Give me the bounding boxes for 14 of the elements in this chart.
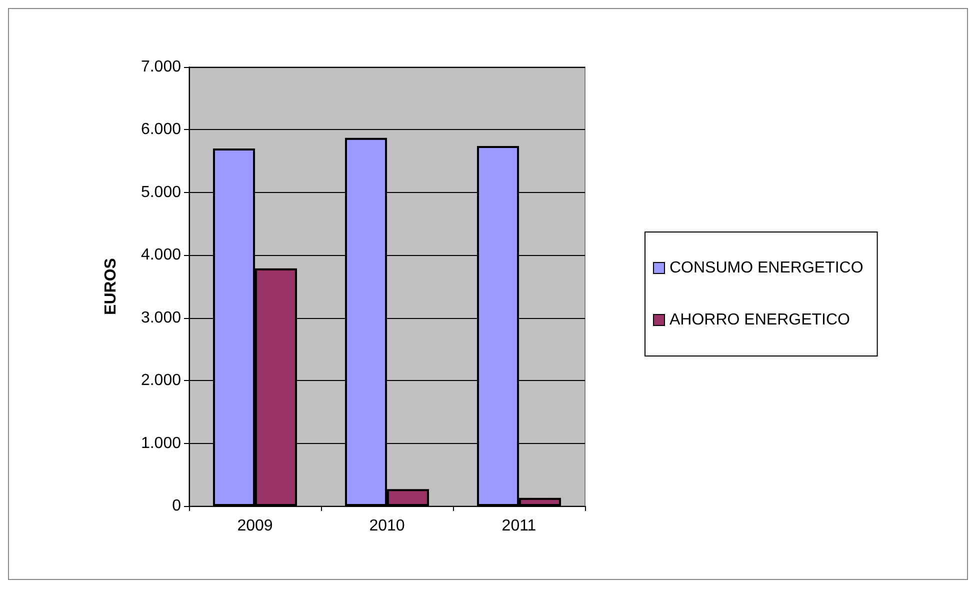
legend-label: CONSUMO ENERGETICO: [670, 260, 864, 276]
x-tick-label: 2010: [369, 518, 405, 534]
y-axis-title: EUROS: [102, 258, 120, 315]
y-tick-label: 6.000: [140, 121, 182, 138]
legend-label: AHORRO ENERGETICO: [670, 312, 850, 328]
y-tick-label: 0: [172, 498, 182, 514]
y-tick-label: 2.000: [140, 372, 182, 390]
y-tick-label: 7.000: [140, 58, 182, 76]
x-tick-label: 2009: [237, 518, 273, 534]
y-tick-label: 3.000: [140, 309, 182, 326]
y-tick-label: 4.000: [140, 246, 182, 264]
x-tick-label: 2011: [502, 518, 536, 534]
y-tick-label: 5.000: [140, 184, 182, 201]
y-tick-label: 1.000: [140, 434, 182, 452]
